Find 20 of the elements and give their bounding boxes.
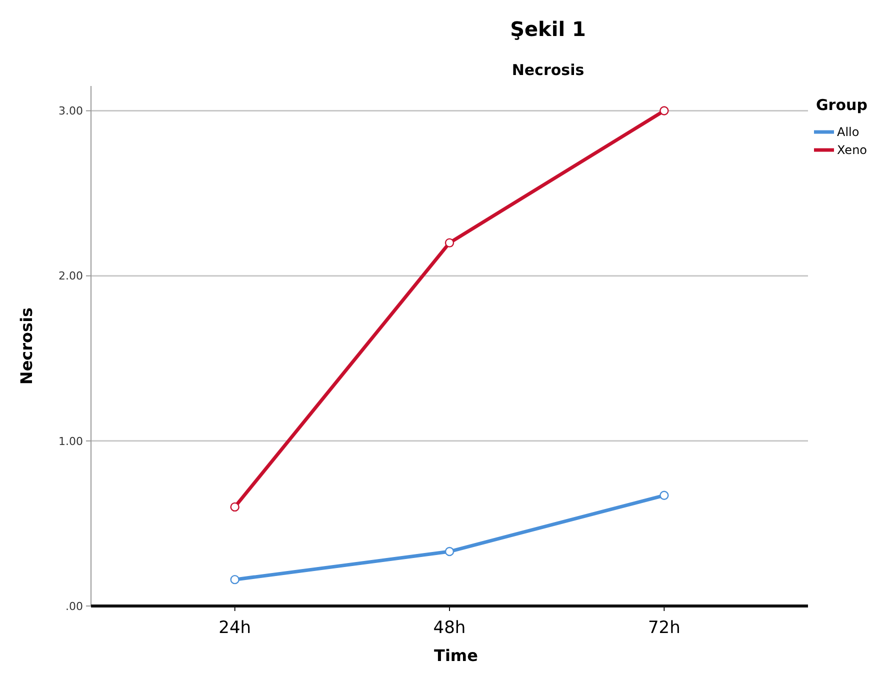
y-tick-label: 1.00 <box>58 434 83 448</box>
x-tick-label: 72h <box>648 618 680 638</box>
point <box>444 238 454 248</box>
x-tick-label: 48h <box>433 618 466 638</box>
point <box>444 546 454 556</box>
legend-title: Group <box>816 96 868 114</box>
x-tick-label: 24h <box>218 618 252 638</box>
chart-title: Şekil 1 <box>510 17 586 41</box>
legend-label: Xeno <box>837 143 868 158</box>
y-tick-label: .00 <box>66 600 83 613</box>
y-tick-label: 2.00 <box>58 270 83 283</box>
point <box>230 502 240 512</box>
y-axis-title: Necrosis <box>17 307 36 385</box>
chart-subtitle: Necrosis <box>512 61 584 79</box>
point <box>660 490 669 500</box>
point <box>660 106 669 116</box>
legend-label: Allo <box>837 125 860 140</box>
y-tick-label: 3.00 <box>58 104 83 118</box>
point <box>230 574 240 584</box>
x-axis-title: Time <box>434 646 478 665</box>
